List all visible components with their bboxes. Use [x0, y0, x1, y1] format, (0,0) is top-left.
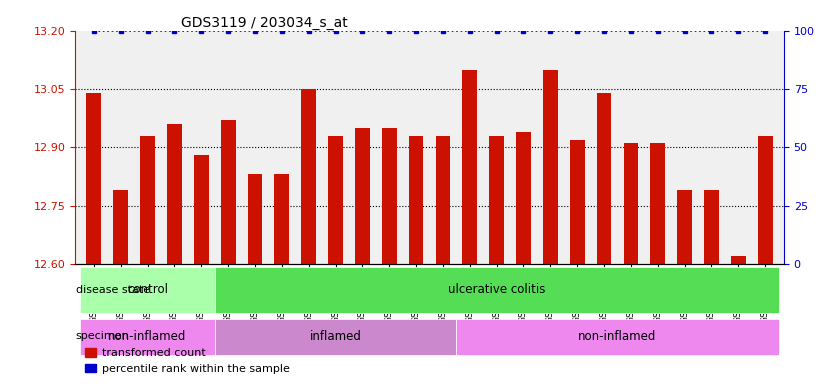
Text: non-inflamed: non-inflamed	[108, 330, 187, 343]
Bar	[731, 256, 746, 264]
Bar	[596, 93, 611, 264]
Text: disease state: disease state	[76, 285, 150, 295]
Bar	[543, 70, 558, 264]
Bar	[435, 136, 450, 264]
Bar	[113, 190, 128, 264]
Bar	[193, 155, 208, 264]
Bar	[409, 136, 424, 264]
Text: non-inflamed: non-inflamed	[578, 330, 656, 343]
Bar	[301, 89, 316, 264]
FancyBboxPatch shape	[80, 268, 214, 313]
Bar	[651, 143, 666, 264]
FancyBboxPatch shape	[80, 319, 214, 355]
Bar	[516, 132, 531, 264]
Bar	[624, 143, 638, 264]
Bar	[167, 124, 182, 264]
Bar	[462, 70, 477, 264]
FancyBboxPatch shape	[456, 319, 779, 355]
Bar	[248, 174, 263, 264]
Bar	[328, 136, 343, 264]
Bar	[274, 174, 289, 264]
Bar	[677, 190, 692, 264]
Text: GDS3119 / 203034_s_at: GDS3119 / 203034_s_at	[181, 16, 348, 30]
Bar	[140, 136, 155, 264]
Bar	[221, 120, 235, 264]
Text: control: control	[127, 283, 168, 296]
Text: inflamed: inflamed	[309, 330, 361, 343]
FancyBboxPatch shape	[214, 268, 779, 313]
Bar	[355, 128, 369, 264]
Legend: transformed count, percentile rank within the sample: transformed count, percentile rank withi…	[81, 344, 294, 379]
Text: specimen: specimen	[76, 331, 129, 341]
Text: ulcerative colitis: ulcerative colitis	[448, 283, 545, 296]
Bar	[570, 139, 585, 264]
Bar	[704, 190, 719, 264]
FancyBboxPatch shape	[214, 319, 456, 355]
Bar	[490, 136, 504, 264]
Bar	[87, 93, 101, 264]
Bar	[382, 128, 397, 264]
Bar	[758, 136, 772, 264]
